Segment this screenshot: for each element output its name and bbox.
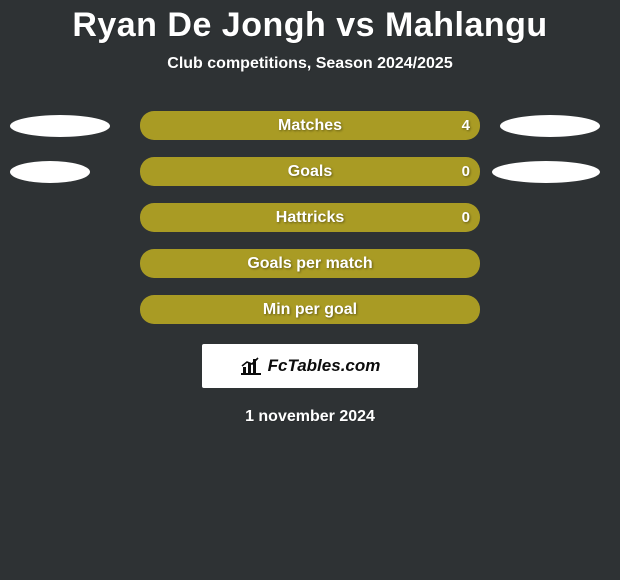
stat-label: Hattricks xyxy=(276,209,344,227)
brand-logo: FcTables.com xyxy=(202,344,418,388)
stat-label: Goals xyxy=(288,163,332,181)
stat-bar: Matches 4 xyxy=(140,111,480,140)
page-title: Ryan De Jongh vs Mahlangu xyxy=(72,6,547,45)
stat-label: Min per goal xyxy=(263,301,357,319)
stat-label: Goals per match xyxy=(247,255,372,273)
stat-value: 4 xyxy=(462,117,470,134)
stat-label: Matches xyxy=(278,117,342,135)
stat-row: Min per goal xyxy=(0,295,620,324)
stats-area: Matches 4 Goals 0 Hattricks 0 Goals xyxy=(0,111,620,324)
stat-bar: Goals 0 xyxy=(140,157,480,186)
stat-bar: Hattricks 0 xyxy=(140,203,480,232)
stat-row: Goals per match xyxy=(0,249,620,278)
left-ellipse xyxy=(10,115,110,137)
comparison-card: Ryan De Jongh vs Mahlangu Club competiti… xyxy=(0,0,620,580)
page-subtitle: Club competitions, Season 2024/2025 xyxy=(167,55,452,73)
stat-bar: Min per goal xyxy=(140,295,480,324)
left-ellipse xyxy=(10,161,90,183)
bar-chart-icon xyxy=(240,357,262,375)
right-ellipse xyxy=(500,115,600,137)
stat-row: Matches 4 xyxy=(0,111,620,140)
date-label: 1 november 2024 xyxy=(245,408,375,426)
stat-row: Hattricks 0 xyxy=(0,203,620,232)
stat-bar: Goals per match xyxy=(140,249,480,278)
stat-value: 0 xyxy=(462,163,470,180)
brand-text: FcTables.com xyxy=(268,356,381,376)
stat-value: 0 xyxy=(462,209,470,226)
right-ellipse xyxy=(492,161,600,183)
stat-row: Goals 0 xyxy=(0,157,620,186)
